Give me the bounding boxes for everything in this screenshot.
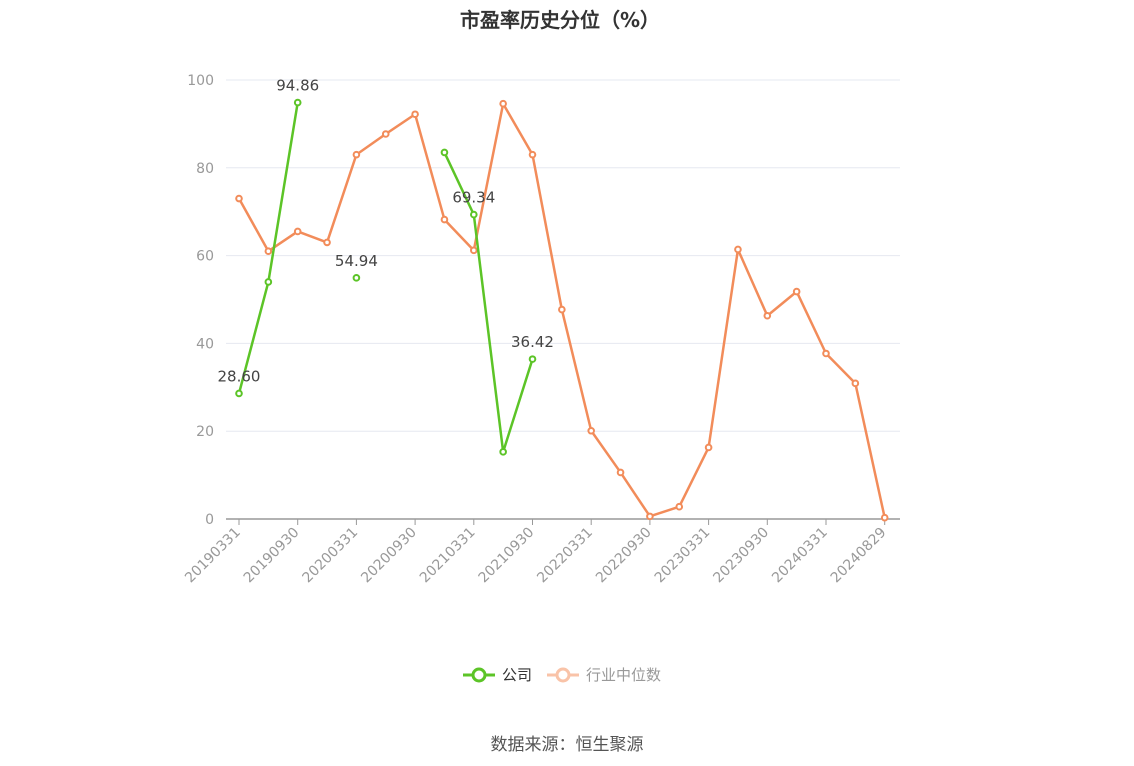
data-label: 28.60 (218, 367, 261, 385)
y-tick-label: 20 (196, 424, 214, 440)
data-point (528, 355, 537, 363)
y-tick-label: 0 (205, 512, 214, 528)
data-point (763, 311, 772, 320)
data-point (499, 99, 507, 108)
data-point (381, 130, 390, 138)
grid-layer (226, 79, 900, 432)
data-source-note: 数据来源：恒生聚源 (490, 735, 644, 755)
data-point (264, 247, 273, 256)
data-point (528, 150, 537, 159)
data-point (264, 278, 273, 286)
data-point (734, 245, 742, 254)
data-point (352, 150, 361, 159)
data-point (851, 379, 860, 388)
legend-marker-company-icon (463, 667, 495, 682)
data-point (704, 443, 713, 452)
data-label-layer: 28.60 94.86 54.94 69.34 36.42 (218, 77, 554, 386)
y-tick-label: 60 (196, 249, 214, 265)
series-layer (235, 98, 889, 522)
data-point (792, 287, 801, 296)
x-tick-label: 20190930 (241, 525, 303, 587)
line-chart: 0 20 40 60 80 100 2019033120190930202003312020… (182, 73, 900, 587)
legend-label-industry: 行业中位数 (586, 666, 662, 684)
x-tick-label: 20220331 (534, 525, 596, 587)
legend-label-company: 公司 (502, 666, 533, 684)
data-point (440, 215, 449, 224)
y-tick-label: 80 (196, 161, 214, 177)
data-label: 54.94 (335, 252, 378, 270)
data-label: 36.42 (511, 333, 554, 351)
x-tick-label: 20210930 (476, 525, 538, 587)
x-tick-label: 20210331 (417, 525, 479, 587)
x-tick-label: 20200331 (300, 525, 362, 587)
data-point (646, 512, 654, 521)
chart-title: 市盈率历史分位（%） (459, 8, 661, 32)
data-point (235, 194, 243, 203)
legend-item-company[interactable]: 公司 (462, 664, 532, 685)
x-tick-label: 20230331 (652, 525, 714, 587)
data-label: 69.34 (452, 189, 495, 207)
legend: 公司 行业中位数 (462, 664, 675, 685)
data-point (323, 238, 331, 247)
x-tick-label: 20240331 (769, 525, 831, 587)
x-tick-label: 20220930 (593, 525, 655, 587)
data-point (822, 349, 830, 358)
data-point (499, 448, 507, 456)
data-point (293, 227, 302, 236)
data-point (411, 110, 419, 119)
series-line (443, 151, 534, 454)
data-point (470, 246, 478, 255)
x-tick-label: 20190331 (182, 525, 244, 587)
series-company (235, 98, 537, 456)
x-tick-label: 20200930 (358, 525, 420, 587)
legend-marker-industry-icon (547, 667, 580, 682)
data-point (440, 148, 449, 157)
data-point (293, 98, 302, 107)
data-point (352, 274, 361, 282)
data-point (675, 502, 684, 511)
data-label: 94.86 (276, 77, 319, 95)
y-tick-label: 100 (187, 73, 214, 89)
legend-item-industry[interactable]: 行业中位数 (546, 664, 661, 685)
x-tick-label: 20240829 (828, 525, 890, 587)
data-point (587, 426, 596, 435)
x-tick-label: 20230930 (710, 525, 772, 587)
series-industry (235, 99, 889, 522)
data-point (558, 305, 566, 314)
y-tick-label: 40 (196, 336, 214, 352)
data-point (880, 513, 889, 522)
data-point (235, 389, 243, 398)
data-point (470, 210, 478, 219)
data-point (616, 468, 625, 477)
